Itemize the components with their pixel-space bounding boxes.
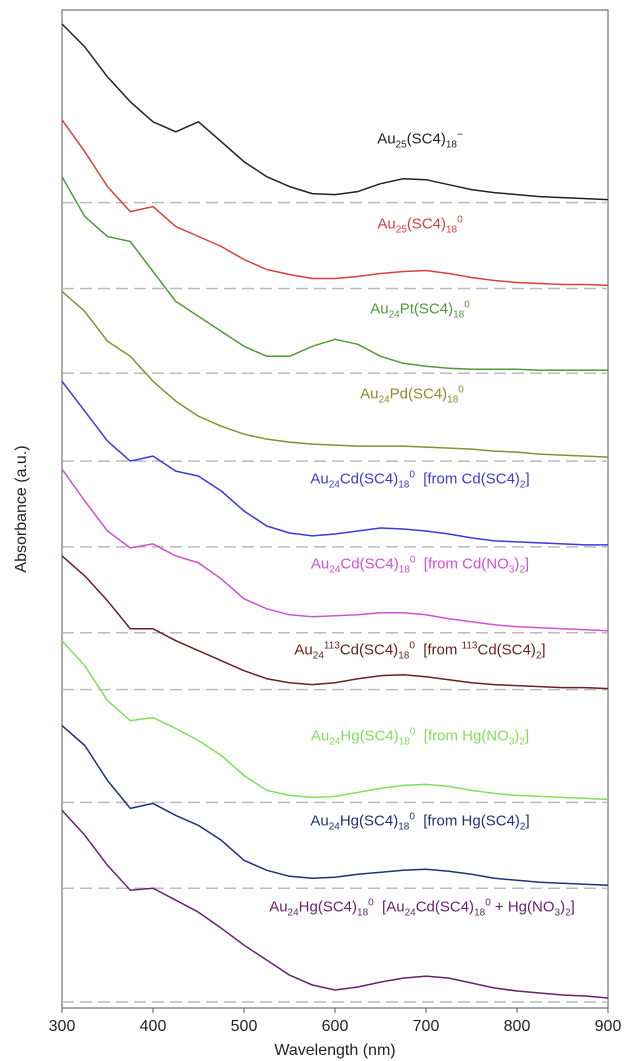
x-axis-label: Wavelength (nm) [274, 1042, 395, 1059]
x-tick-label: 400 [140, 1018, 167, 1035]
plot-frame [61, 9, 609, 1009]
spectrum-line [61, 640, 609, 801]
x-tick-label: 300 [49, 1018, 76, 1035]
x-tick-label: 600 [322, 1018, 349, 1035]
x-tick-label: 500 [231, 1018, 258, 1035]
series-label: Au24Cd(SC4)180 [from Cd(NO3)2] [310, 554, 530, 576]
series-label: Au24Pt(SC4)180 [370, 299, 470, 321]
y-axis-label: Absorbance (a.u.) [13, 445, 30, 572]
x-tick-label: 800 [504, 1018, 531, 1035]
x-tick-label: 900 [595, 1018, 622, 1035]
spectrum-line [61, 119, 609, 287]
series-label: Au24Pd(SC4)180 [360, 384, 464, 406]
spectrum-line [61, 555, 609, 690]
spectrum-line [61, 468, 609, 632]
series-label: Au25(SC4)18− [377, 129, 463, 151]
spectrum-line [61, 176, 608, 372]
series-label: Au24Hg(SC4)180 [Au24Cd(SC4)180 + Hg(NO3)… [269, 897, 575, 919]
spectrum-line [61, 809, 609, 999]
series-label: Au25(SC4)180 [377, 214, 463, 236]
spectrum-line [61, 290, 609, 458]
spectrum-line [61, 23, 609, 201]
series-label: Au24Hg(SC4)180 [from Hg(NO3)2] [310, 726, 530, 748]
series-label: Au24Hg(SC4)180 [from Hg(SC4)2] [310, 811, 530, 833]
x-tick-label: 700 [413, 1018, 440, 1035]
spectrum-line [61, 725, 609, 886]
series-label: Au24Cd(SC4)180 [from Cd(SC4)2] [310, 469, 530, 491]
series-label: Au24113Cd(SC4)180 [from 113Cd(SC4)2] [294, 640, 546, 662]
spectrum-line [61, 380, 608, 546]
